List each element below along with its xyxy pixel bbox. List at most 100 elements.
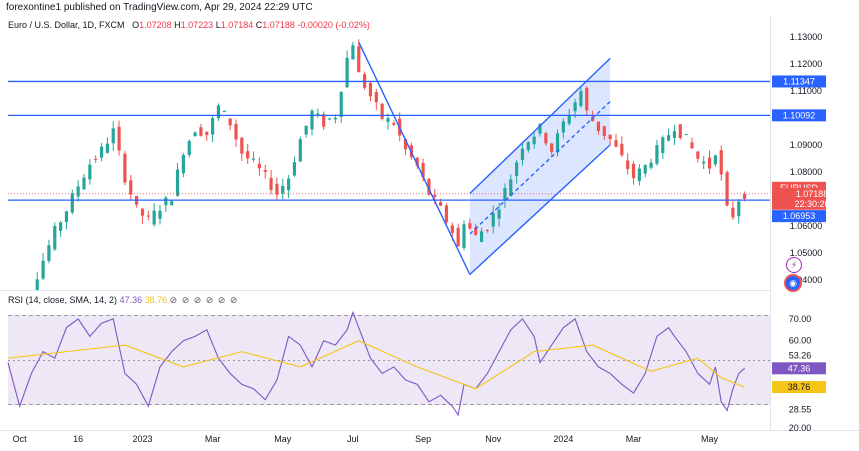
candle-body: [234, 123, 238, 140]
candle-body: [485, 229, 489, 231]
legend-c-label: C: [255, 20, 263, 30]
candle-body: [368, 82, 373, 97]
candle-body: [497, 209, 501, 219]
price-tick-label: 1.09000: [790, 140, 823, 150]
candle-body: [626, 160, 630, 170]
candle-body: [205, 131, 209, 135]
candle-body: [696, 151, 700, 159]
channel-mid-line: [469, 101, 611, 235]
rsi-tick-label: 60.00: [789, 336, 812, 346]
candle-body: [310, 110, 314, 130]
candle-body: [35, 279, 39, 290]
legend-l-label: L: [215, 20, 221, 30]
flag-icon[interactable]: ◉: [784, 274, 802, 292]
candle-body: [99, 146, 104, 158]
rsi-tag-bg: [772, 362, 826, 375]
time-tick-label: 16: [73, 434, 83, 444]
rsi-tag: 47.36: [788, 363, 811, 373]
price-tick-label: 1.05000: [790, 248, 823, 258]
candle-body: [105, 143, 109, 153]
candle-body: [649, 162, 653, 168]
price-tick-label: 1.11000: [790, 86, 822, 96]
candle-body: [561, 121, 565, 133]
candle-body: [573, 102, 577, 112]
price-tick-label: 1.06000: [790, 221, 823, 231]
candle-body: [672, 131, 677, 138]
candle-body: [287, 178, 291, 191]
candle-body: [333, 117, 337, 120]
level-label-3-bg: [772, 210, 826, 223]
candle-body: [164, 197, 168, 206]
candle-body: [532, 136, 536, 145]
rsi-sma-tag: 38.76: [788, 382, 811, 392]
candle-body: [743, 194, 747, 199]
legend-l-value: 1.07184: [220, 20, 254, 30]
candle-body: [439, 202, 443, 206]
candle-body: [655, 145, 659, 164]
candle-body: [251, 158, 256, 160]
rsi-tick-label: 20.00: [789, 423, 812, 433]
level-label-1: 1.11347: [783, 76, 815, 86]
time-tick-label: May: [701, 434, 719, 444]
price-tick-label: 1.12000: [790, 59, 823, 69]
candle-body: [690, 142, 694, 149]
candle-body: [263, 170, 267, 172]
candle-body: [47, 245, 51, 261]
rsi-legend-value: 47.36: [119, 295, 143, 305]
candle-body: [579, 90, 583, 106]
lightning-icon[interactable]: ⚡: [786, 257, 802, 273]
candle-body: [316, 113, 320, 115]
candle-body: [392, 122, 396, 125]
legend-o-value: 1.07208: [139, 20, 172, 30]
candle-body: [713, 155, 717, 165]
candle-body: [707, 157, 712, 169]
channel-fill: [469, 58, 611, 275]
level-label-3: 1.06953: [783, 211, 816, 221]
candle-body: [53, 226, 57, 250]
candle-body: [170, 201, 174, 206]
candle-body: [117, 126, 121, 151]
candle-body: [643, 165, 647, 174]
candle-body: [158, 210, 162, 219]
candle-body: [725, 172, 729, 206]
legend-o-label: O: [132, 20, 140, 30]
publisher-line: forexontine1 published on TradingView.co…: [6, 2, 313, 13]
candle-body: [339, 91, 343, 117]
candle-body: [427, 178, 431, 195]
candle-body: [585, 87, 589, 111]
candle-body: [421, 162, 425, 178]
candle-body: [275, 183, 279, 195]
level-label-1-bg: [772, 75, 826, 88]
price-tick-label: 1.08000: [790, 167, 823, 177]
candle-body: [64, 211, 69, 223]
current-price-label: 1.07188: [796, 189, 829, 199]
time-tick-label: 2024: [553, 434, 573, 444]
legend-c-value: 1.07188: [262, 20, 295, 30]
candle-body: [631, 163, 636, 179]
current-price-bg: [772, 187, 826, 210]
candle-body: [702, 161, 706, 164]
legend-h-label: H: [174, 20, 181, 30]
candle-body: [567, 115, 571, 124]
rsi-settings-icons[interactable]: ⊘ ⊘ ⊘ ⊘ ⊘ ⊘: [169, 295, 239, 305]
rsi-sma-line: [7, 340, 745, 390]
time-tick-label: Sep: [415, 434, 431, 444]
candle-body: [509, 179, 513, 196]
candle-body: [462, 224, 466, 248]
candle-body: [345, 57, 349, 88]
candle-body: [322, 114, 326, 127]
candle-body: [140, 208, 145, 216]
price-tick-label: 1.13000: [790, 32, 823, 42]
candle-body: [491, 213, 495, 227]
candle-body: [304, 125, 308, 135]
channel-upper-line: [469, 57, 611, 194]
candle-body: [357, 46, 361, 73]
candle-body: [292, 162, 297, 176]
candle-body: [608, 134, 612, 139]
candle-body: [450, 225, 454, 233]
candle-body: [88, 164, 92, 180]
rsi-title: RSI (14, close, SMA, 14, 2): [8, 295, 118, 305]
candle-body: [667, 135, 671, 141]
time-tick-label: 2023: [132, 434, 152, 444]
